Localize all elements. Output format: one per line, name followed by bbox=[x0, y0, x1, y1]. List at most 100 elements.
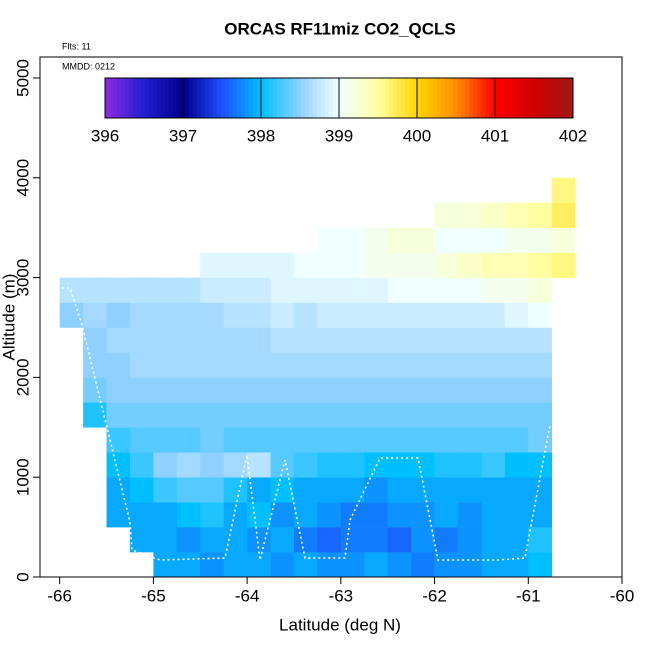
heatmap-cell bbox=[481, 352, 506, 378]
heatmap-cell bbox=[270, 477, 295, 503]
heatmap-cell bbox=[528, 327, 553, 353]
colorbar-swatch bbox=[129, 78, 134, 118]
heatmap-cell bbox=[223, 277, 248, 303]
heatmap-cell bbox=[153, 452, 178, 478]
heatmap-cell bbox=[200, 427, 224, 453]
heatmap-cell bbox=[481, 527, 506, 553]
heatmap-cell bbox=[317, 527, 342, 553]
colorbar-swatch bbox=[285, 78, 290, 118]
heatmap-cell bbox=[364, 302, 389, 328]
heatmap-cell bbox=[387, 377, 412, 403]
heatmap-cell bbox=[176, 552, 201, 578]
heatmap-cell bbox=[129, 377, 154, 403]
heatmap-cell bbox=[176, 527, 201, 553]
colorbar-tick-label: 400 bbox=[403, 126, 431, 145]
colorbar-swatch bbox=[125, 78, 130, 118]
colorbar-swatch bbox=[505, 78, 510, 118]
colorbar-swatch bbox=[189, 78, 194, 118]
heatmap-cell bbox=[153, 502, 178, 528]
colorbar-tick-label: 402 bbox=[559, 126, 587, 145]
heatmap-cell bbox=[200, 327, 224, 353]
heatmap-cell bbox=[340, 302, 365, 328]
heatmap-cell bbox=[434, 302, 459, 328]
heatmap-cell bbox=[504, 202, 529, 228]
colorbar-swatch bbox=[153, 78, 158, 118]
heatmap-cell bbox=[293, 477, 318, 503]
colorbar-swatch bbox=[269, 78, 274, 118]
heatmap-cell bbox=[200, 452, 224, 478]
heatmap-cell bbox=[387, 352, 412, 378]
colorbar-swatch bbox=[249, 78, 254, 118]
heatmap-cell bbox=[317, 552, 342, 578]
heatmap-cell bbox=[457, 552, 482, 578]
y-tick-label: 5000 bbox=[13, 59, 32, 97]
colorbar-swatch bbox=[137, 78, 142, 118]
heatmap-cell bbox=[176, 277, 201, 303]
heatmap-cell bbox=[528, 302, 553, 328]
heatmap-cell bbox=[293, 277, 318, 303]
heatmap-cell bbox=[153, 527, 178, 553]
heatmap-cell bbox=[457, 477, 482, 503]
heatmap-cell bbox=[106, 502, 131, 528]
heatmap-cell bbox=[106, 377, 131, 403]
heatmap-cell bbox=[364, 502, 389, 528]
colorbar-swatch bbox=[221, 78, 226, 118]
heatmap-cell bbox=[223, 452, 248, 478]
heatmap-cell bbox=[223, 252, 248, 278]
colorbar-swatch bbox=[289, 78, 294, 118]
heatmap-cell bbox=[504, 302, 529, 328]
heatmap-cell bbox=[481, 327, 506, 353]
heatmap-cell bbox=[411, 477, 435, 503]
heatmap-cell bbox=[457, 202, 482, 228]
colorbar-swatch bbox=[477, 78, 482, 118]
heatmap-cell bbox=[153, 552, 178, 578]
heatmap-cell bbox=[434, 227, 459, 253]
heatmap-cell bbox=[528, 477, 553, 503]
flight-track bbox=[62, 287, 551, 561]
heatmap-cell bbox=[247, 502, 271, 528]
heatmap-cell bbox=[364, 327, 389, 353]
heatmap-cell bbox=[223, 427, 248, 453]
colorbar-swatch bbox=[173, 78, 178, 118]
colorbar-swatch bbox=[549, 78, 554, 118]
heatmap-cell bbox=[481, 402, 506, 428]
heatmap-cell bbox=[364, 352, 389, 378]
heatmap-cell bbox=[364, 527, 389, 553]
heatmap-cell bbox=[317, 227, 342, 253]
colorbar-swatch bbox=[225, 78, 230, 118]
colorbar-swatch bbox=[345, 78, 350, 118]
colorbar-swatch bbox=[161, 78, 166, 118]
colorbar-swatch bbox=[405, 78, 410, 118]
heatmap-cell bbox=[293, 377, 318, 403]
heatmap-cell bbox=[129, 427, 154, 453]
heatmap-cell bbox=[551, 227, 576, 253]
heatmap-cell bbox=[481, 377, 506, 403]
y-axis-label: Altitude (m) bbox=[0, 274, 18, 361]
heatmap-cell bbox=[387, 502, 412, 528]
heatmap-cell bbox=[106, 277, 131, 303]
heatmap-cell bbox=[457, 502, 482, 528]
heatmap-cell bbox=[223, 477, 248, 503]
heatmap-cell bbox=[434, 252, 459, 278]
colorbar-swatch bbox=[489, 78, 494, 118]
colorbar-swatch bbox=[421, 78, 426, 118]
heatmap-cell bbox=[387, 527, 412, 553]
heatmap-cell bbox=[106, 352, 131, 378]
heatmap-cell bbox=[176, 327, 201, 353]
colorbar-swatch bbox=[517, 78, 522, 118]
heatmap-cell bbox=[457, 377, 482, 403]
heatmap-cell bbox=[551, 177, 576, 204]
heatmap-cell bbox=[411, 302, 435, 328]
heatmap-cell bbox=[317, 477, 342, 503]
y-tick-label: 4000 bbox=[13, 159, 32, 197]
heatmap-cell bbox=[340, 277, 365, 303]
colorbar-swatch bbox=[293, 78, 298, 118]
heatmap-cell bbox=[504, 477, 529, 503]
heatmap-cell bbox=[387, 327, 412, 353]
colorbar-swatch bbox=[561, 78, 566, 118]
heatmap-cell bbox=[293, 252, 318, 278]
heatmap-cell bbox=[457, 452, 482, 478]
heatmap-cell bbox=[387, 227, 412, 253]
heatmap-cell bbox=[247, 552, 271, 578]
heatmap-cell bbox=[153, 352, 178, 378]
